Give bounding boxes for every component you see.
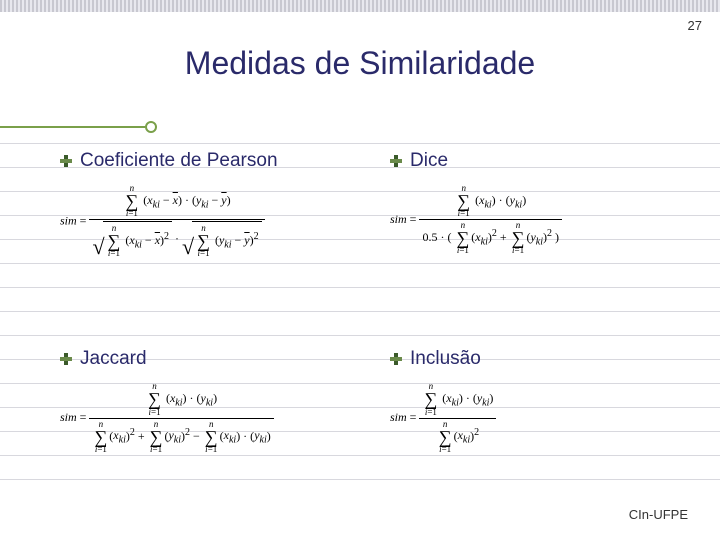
page-number: 27: [688, 18, 702, 33]
item-label: Dice: [410, 150, 448, 172]
footer: CIn-UFPE: [629, 507, 688, 522]
diamond-icon: [390, 353, 402, 365]
content-grid: Coeficiente de Pearson sim = n∑i=1 (xki …: [60, 150, 680, 454]
item-dice: Dice sim = n∑i=1 (xki) · (yki) 0.5 · ( n…: [390, 150, 670, 258]
diamond-icon: [60, 353, 72, 365]
item-heading: Jaccard: [60, 348, 390, 370]
accent-dot: [145, 121, 157, 133]
item-label: Inclusão: [410, 348, 481, 370]
item-label: Coeficiente de Pearson: [80, 150, 278, 172]
formula-dice: sim = n∑i=1 (xki) · (yki) 0.5 · ( n∑i=1(…: [390, 184, 670, 255]
diamond-icon: [390, 155, 402, 167]
item-jaccard: Jaccard sim = n∑i=1 (xki) · (yki) n∑i=1(…: [60, 348, 390, 453]
item-label: Jaccard: [80, 348, 147, 370]
item-heading: Coeficiente de Pearson: [60, 150, 390, 172]
diamond-icon: [60, 155, 72, 167]
item-heading: Inclusão: [390, 348, 670, 370]
top-bar: [0, 0, 720, 12]
accent-line: [0, 126, 145, 128]
item-inclusao: Inclusão sim = n∑i=1 (xki) · (yki) n∑i=1…: [390, 348, 670, 453]
formula-jaccard: sim = n∑i=1 (xki) · (yki) n∑i=1(xki)2 + …: [60, 382, 390, 453]
item-pearson: Coeficiente de Pearson sim = n∑i=1 (xki …: [60, 150, 390, 258]
page-title: Medidas de Similaridade: [0, 45, 720, 82]
formula-pearson: sim = n∑i=1 (xki − x) · (yki − y) √ n∑i=…: [60, 184, 390, 258]
formula-inclusao: sim = n∑i=1 (xki) · (yki) n∑i=1(xki)2: [390, 382, 670, 453]
item-heading: Dice: [390, 150, 670, 172]
